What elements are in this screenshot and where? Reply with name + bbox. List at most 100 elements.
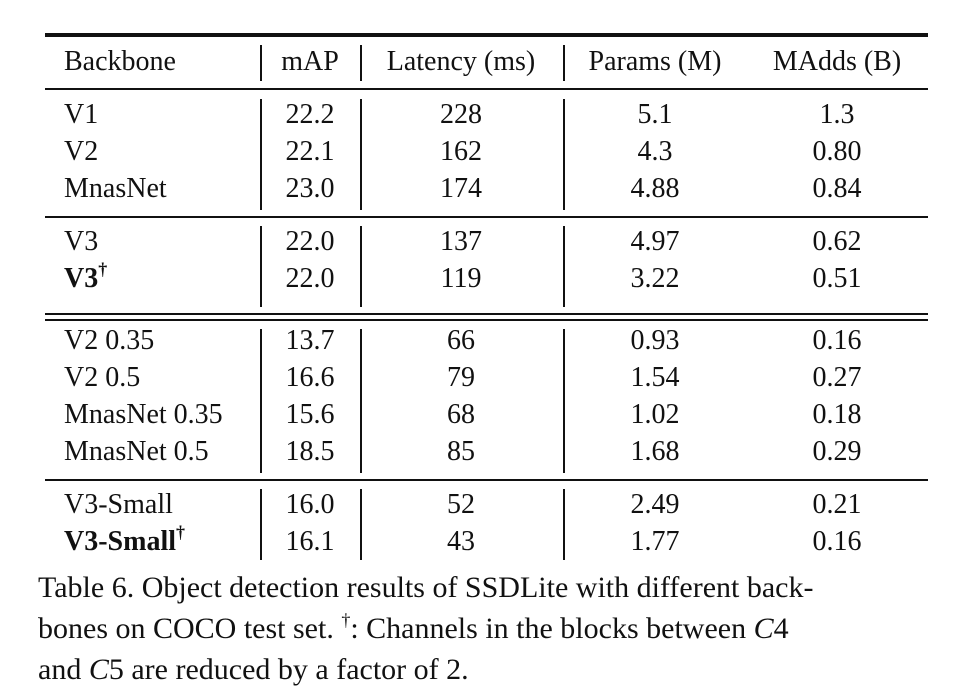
value-cell: 1.68: [630, 436, 680, 467]
label-text: V3: [64, 226, 99, 257]
column-divider: [563, 329, 565, 473]
value-cell: 137: [440, 226, 482, 257]
row-label: V1: [64, 98, 98, 132]
value-cell: 16.0: [285, 489, 335, 520]
value-cell: 2.49: [630, 489, 680, 520]
caption-text: bones on COCO test set.: [38, 612, 342, 645]
value-cell: 22.2: [285, 99, 335, 130]
value-cell: 5.1: [637, 99, 673, 130]
column-divider: [563, 489, 565, 560]
top-rule: [45, 33, 928, 37]
value-cell: 68: [447, 399, 475, 430]
row-label: MnasNet 0.5: [64, 435, 209, 469]
header-rule: [45, 88, 928, 90]
value-cell: 16.1: [285, 526, 335, 557]
label-text: MnasNet 0.5: [64, 436, 209, 467]
column-divider: [360, 489, 362, 560]
double-rule: [45, 313, 928, 315]
value-cell: 66: [447, 325, 475, 356]
label-text: V3-Small: [64, 489, 173, 520]
row-label: V2: [64, 135, 98, 169]
caption-line: and C5 are reduced by a factor of 2.: [38, 650, 469, 690]
row-label: V2 0.5: [64, 361, 140, 395]
column-divider: [563, 226, 565, 307]
caption-text: 4: [773, 612, 789, 645]
double-rule: [45, 319, 928, 321]
value-cell: 0.16: [812, 526, 862, 557]
value-cell: 79: [447, 362, 475, 393]
value-cell: 23.0: [285, 173, 335, 204]
header-cell: mAP: [281, 46, 339, 77]
header-cell: Latency (ms): [386, 46, 536, 77]
label-text: V2 0.35: [64, 325, 155, 356]
value-cell: 1.3: [819, 99, 855, 130]
row-label: V2 0.35: [64, 324, 154, 358]
row-label: MnasNet: [64, 172, 167, 206]
column-divider: [360, 226, 362, 307]
caption-text: C: [88, 653, 109, 686]
value-cell: 0.80: [812, 136, 862, 167]
value-cell: 0.27: [812, 362, 862, 393]
value-cell: 119: [440, 263, 482, 294]
value-cell: 0.84: [812, 173, 862, 204]
value-cell: 0.16: [812, 325, 862, 356]
value-cell: 1.77: [630, 526, 680, 557]
column-divider: [260, 226, 262, 307]
value-cell: 0.21: [812, 489, 862, 520]
value-cell: 18.5: [285, 436, 335, 467]
label-text: MnasNet: [64, 173, 167, 204]
caption-text: 5 are reduced by a factor of 2.: [108, 653, 469, 686]
value-cell: 162: [440, 136, 482, 167]
value-cell: 4.97: [630, 226, 680, 257]
value-cell: 16.6: [285, 362, 335, 393]
value-cell: 1.02: [630, 399, 680, 430]
group-rule: [45, 216, 928, 218]
column-divider: [260, 329, 262, 473]
group-rule: [45, 479, 928, 481]
label-text: V2: [64, 136, 99, 167]
row-label: V3-Small†: [64, 523, 185, 559]
value-cell: 22.1: [285, 136, 335, 167]
column-divider: [360, 99, 362, 210]
label-text: V2 0.5: [64, 362, 141, 393]
value-cell: 43: [447, 526, 475, 557]
value-cell: 1.54: [630, 362, 680, 393]
value-cell: 3.22: [630, 263, 680, 294]
value-cell: 0.51: [812, 263, 862, 294]
value-cell: 0.18: [812, 399, 862, 430]
caption-text: †: [341, 610, 351, 630]
header-cell: Params (M): [588, 46, 722, 77]
value-cell: 22.0: [285, 263, 335, 294]
label-text: V3: [64, 263, 99, 294]
column-divider: [260, 45, 262, 81]
value-cell: 4.3: [637, 136, 673, 167]
column-divider: [563, 45, 565, 81]
column-divider: [260, 489, 262, 560]
value-cell: 22.0: [285, 226, 335, 257]
caption-line: bones on COCO test set. †: Channels in t…: [38, 609, 789, 649]
value-cell: 4.88: [630, 173, 680, 204]
value-cell: 0.62: [812, 226, 862, 257]
value-cell: 13.7: [285, 325, 335, 356]
column-divider: [360, 329, 362, 473]
value-cell: 0.93: [630, 325, 680, 356]
row-label: V3†: [64, 259, 108, 296]
header-cell: Backbone: [64, 46, 176, 77]
value-cell: 174: [440, 173, 482, 204]
caption-text: Table 6. Object detection results of SSD…: [38, 571, 814, 604]
dagger: †: [98, 259, 108, 279]
row-label: V3: [64, 225, 98, 259]
column-divider: [563, 99, 565, 210]
label-text: V1: [64, 99, 99, 130]
value-cell: 15.6: [285, 399, 335, 430]
caption-text: : Channels in the blocks between: [350, 612, 754, 645]
caption-text: and: [38, 653, 89, 686]
column-divider: [360, 45, 362, 81]
caption-line: Table 6. Object detection results of SSD…: [38, 568, 813, 608]
header-cell: MAdds (B): [772, 46, 902, 77]
value-cell: 228: [440, 99, 482, 130]
caption-text: C: [753, 612, 774, 645]
column-divider: [260, 99, 262, 210]
value-cell: 0.29: [812, 436, 862, 467]
